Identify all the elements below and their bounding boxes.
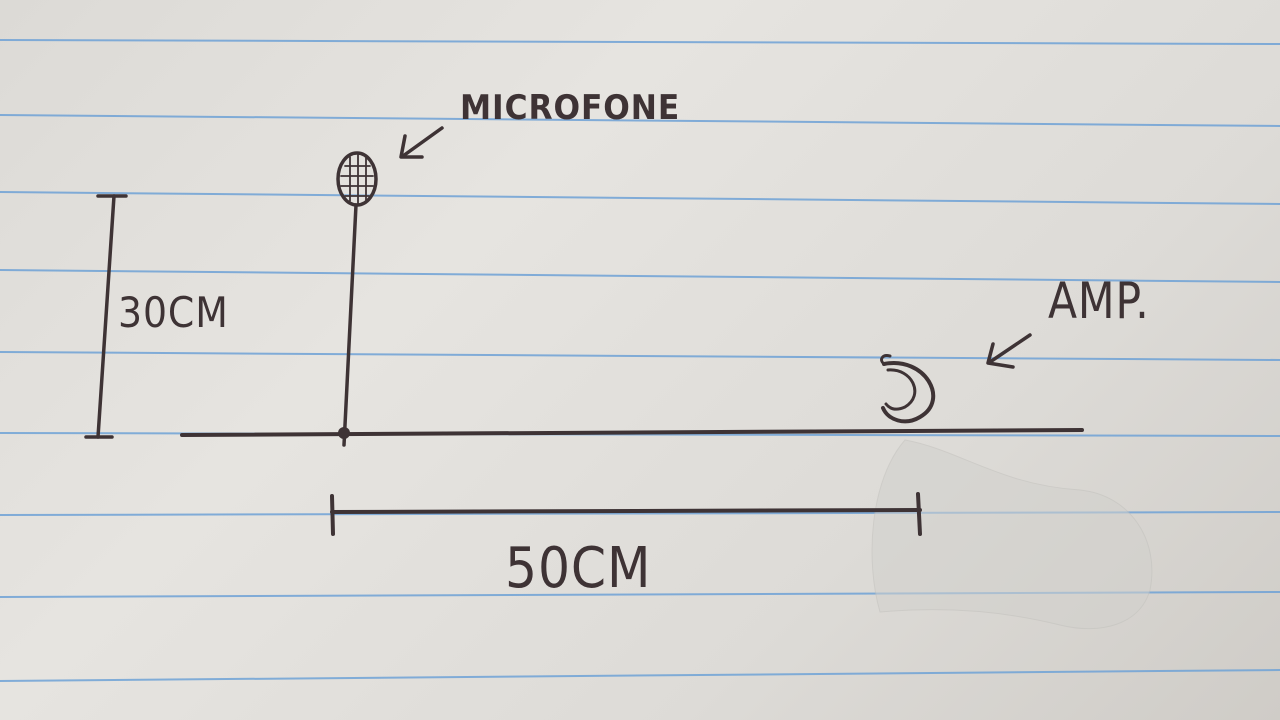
ruled-line bbox=[0, 39, 1280, 45]
ground-line bbox=[180, 428, 1084, 437]
ruled-line bbox=[0, 351, 1280, 361]
distance-label: 50CM bbox=[505, 536, 652, 601]
ruled-line bbox=[0, 114, 1280, 127]
ruled-line bbox=[0, 191, 1280, 205]
arrow-icon bbox=[399, 126, 444, 159]
arrow-icon bbox=[986, 333, 1032, 369]
amplifier-label: AMP. bbox=[1048, 272, 1150, 330]
ruled-line bbox=[0, 269, 1280, 283]
height-dimension bbox=[84, 194, 128, 439]
height-label: 30CM bbox=[118, 288, 229, 337]
distance-dimension bbox=[330, 492, 922, 536]
shadow-smudge bbox=[871, 439, 1153, 630]
ruled-line bbox=[0, 669, 1280, 682]
amplifier-icon bbox=[880, 354, 936, 424]
microphone-label: MICROFONE bbox=[460, 88, 681, 128]
microphone-icon bbox=[336, 151, 378, 447]
